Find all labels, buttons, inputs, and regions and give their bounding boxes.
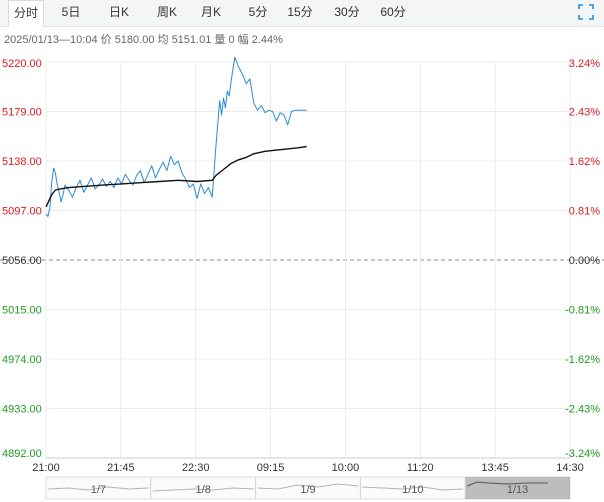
y-tick-label: 5179.00 bbox=[2, 107, 42, 119]
navigator-sparkline bbox=[47, 486, 149, 491]
x-tick-label: 11:20 bbox=[407, 462, 434, 474]
navigator-sparkline bbox=[152, 487, 254, 492]
x-tick-label: 22:30 bbox=[182, 462, 210, 474]
pct-tick-label: 3.24% bbox=[569, 58, 600, 70]
x-tick-label: 09:15 bbox=[257, 462, 285, 474]
pct-tick-label: 2.43% bbox=[569, 107, 600, 119]
pct-tick-label: 1.62% bbox=[569, 156, 600, 168]
navigator-sparkline bbox=[467, 481, 548, 487]
x-tick-label: 21:45 bbox=[107, 462, 135, 474]
x-tick-label: 14:30 bbox=[556, 462, 584, 474]
quote-info-line: 2025/01/13—10:04 价 5180.00 均 5151.01 量 0… bbox=[4, 34, 283, 46]
tab-15min[interactable]: 15分 bbox=[287, 5, 313, 19]
price-line bbox=[45, 56, 307, 217]
y-tick-label: 5220.00 bbox=[2, 58, 42, 70]
y-tick-label: 5097.00 bbox=[2, 206, 42, 218]
navigator-sparkline bbox=[362, 486, 464, 491]
navigator-day-label: 1/8 bbox=[196, 484, 211, 496]
average-price-line bbox=[45, 145, 307, 208]
y-tick-label: 5056.00 bbox=[2, 255, 42, 267]
y-tick-label: 4892.00 bbox=[2, 448, 42, 460]
period-tabs: 分时 5日 日K 周K 月K 5分 15分 30分 60分 bbox=[0, 0, 604, 27]
y-tick-label: 4933.00 bbox=[2, 404, 42, 416]
pct-tick-label: -3.24% bbox=[565, 448, 600, 460]
tab-60min[interactable]: 60分 bbox=[380, 5, 406, 19]
x-tick-label: 10:00 bbox=[332, 462, 360, 474]
tab-daily-k[interactable]: 日K bbox=[108, 5, 129, 19]
pct-tick-label: -0.81% bbox=[565, 305, 600, 317]
y-tick-label: 4974.00 bbox=[2, 354, 42, 366]
x-tick-label: 13:45 bbox=[481, 462, 509, 474]
tab-5day[interactable]: 5日 bbox=[61, 5, 81, 19]
expand-icon[interactable] bbox=[578, 4, 594, 20]
navigator-day-label: 1/13 bbox=[507, 484, 528, 496]
navigator-day-label: 1/10 bbox=[402, 484, 423, 496]
tab-monthly-k[interactable]: 月K bbox=[200, 5, 221, 19]
navigator-sparkline bbox=[257, 483, 359, 490]
pct-tick-label: -2.43% bbox=[565, 404, 600, 416]
tab-30min[interactable]: 30分 bbox=[334, 5, 360, 19]
y-tick-label: 5138.00 bbox=[2, 156, 42, 168]
navigator-day-label: 1/9 bbox=[300, 484, 315, 496]
pct-tick-label: 0.00% bbox=[569, 255, 600, 267]
navigator-day-label: 1/7 bbox=[91, 484, 106, 496]
y-tick-label: 5015.00 bbox=[2, 305, 42, 317]
tab-5min[interactable]: 5分 bbox=[248, 5, 268, 19]
tab-intraday[interactable]: 分时 bbox=[8, 0, 44, 27]
pct-tick-label: -1.62% bbox=[565, 354, 600, 366]
pct-tick-label: 0.81% bbox=[569, 206, 600, 218]
x-tick-label: 21:00 bbox=[32, 462, 60, 474]
tab-weekly-k[interactable]: 周K bbox=[156, 5, 177, 19]
